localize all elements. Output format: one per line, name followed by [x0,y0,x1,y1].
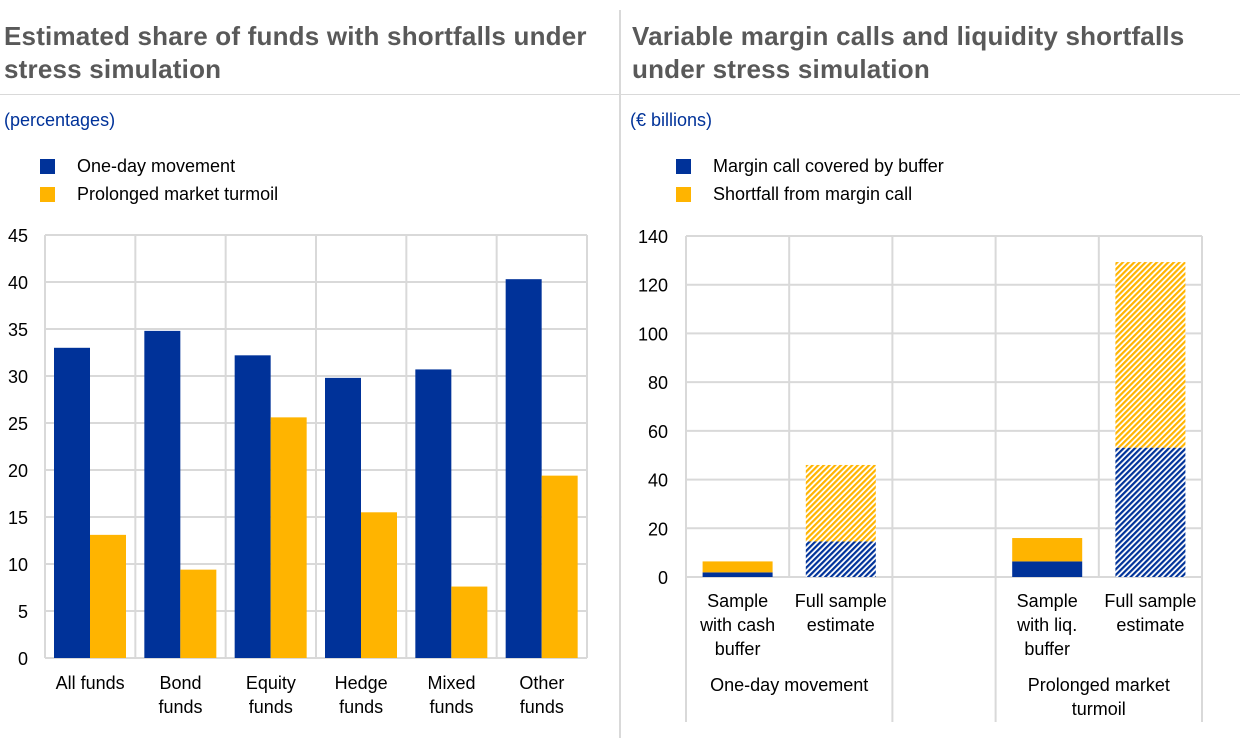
x-tick-label: buffer [1024,639,1070,659]
x-tick-label: estimate [807,615,875,635]
x-tick-label: Other [519,673,564,693]
x-tick-label: funds [429,697,473,717]
group-label: One-day movement [710,675,868,695]
x-tick-label: funds [339,697,383,717]
x-tick-label: buffer [715,639,761,659]
x-tick-label: All funds [56,673,125,693]
y-tick-label: 30 [8,367,28,387]
bar-segment-shortfall [702,561,773,573]
bar-segment-shortfall [805,464,876,542]
bar-one-day [144,330,181,658]
bar-segment-covered [1115,447,1186,577]
legend-item-margin-call-covered: Margin call covered by buffer [676,152,944,180]
bar-segment-shortfall [1012,538,1083,562]
title-divider [0,94,620,95]
y-tick-label: 20 [8,461,28,481]
y-tick-label: 80 [648,373,668,393]
y-tick-label: 10 [8,555,28,575]
chart-unit-label: (percentages) [4,110,116,130]
x-tick-label: funds [249,697,293,717]
bar-segment-shortfall [1115,262,1186,448]
bar-prolonged [541,475,578,658]
legend-swatch-yellow [40,186,55,202]
legend-label: Margin call covered by buffer [713,155,944,176]
group-label: Prolonged market [1028,675,1170,695]
x-tick-label: with cash [699,615,775,635]
x-tick-label: Full sample [1104,591,1196,611]
title-divider [620,94,1240,95]
bar-one-day [505,279,542,658]
y-tick-label: 0 [658,568,668,588]
x-tick-label: Full sample [795,591,887,611]
bar-segment-covered [1012,561,1083,577]
bar-prolonged [451,586,488,658]
x-tick-label: funds [520,697,564,717]
x-tick-label: Sample [707,591,768,611]
chart-title: Variable margin calls and liquidity shor… [632,21,1185,84]
legend-label: Shortfall from margin call [713,183,913,204]
legend-item-shortfall: Shortfall from margin call [676,180,944,208]
chart-legend: One-day movement Prolonged market turmoi… [40,152,278,208]
chart-unit-label: (€ billions) [630,110,713,130]
y-tick-label: 140 [638,227,668,247]
legend-swatch-blue [676,158,691,174]
bar-segment-covered [702,572,773,577]
bar-prolonged [270,417,307,658]
y-tick-label: 40 [8,273,28,293]
right-chart-panel: Variable margin calls and liquidity shor… [620,0,1240,742]
margin-call-stacked-bar-chart: 0 20 40 60 80 100 120 140 Sample with cash buffer F… [638,227,1203,722]
legend-item-one-day-movement: One-day movement [40,152,278,180]
y-tick-label: 100 [638,324,668,344]
y-tick-label: 120 [638,276,668,296]
bar-prolonged [180,569,217,658]
y-tick-label: 40 [648,471,668,491]
bar-one-day [415,369,452,658]
bar-prolonged [90,534,126,658]
bar-segment-covered [805,541,876,577]
fund-shortfall-bar-chart: 0 5 10 15 20 25 30 35 40 45 All funds Bond funds Equi… [8,226,588,717]
x-tick-label: Hedge [335,673,388,693]
y-tick-label: 0 [18,649,28,669]
legend-label: Prolonged market turmoil [77,183,279,204]
y-tick-label: 35 [8,320,28,340]
x-tick-label: Bond [159,673,201,693]
y-tick-label: 45 [8,226,28,246]
x-tick-label: funds [158,697,202,717]
legend-label: One-day movement [77,155,236,176]
legend-swatch-yellow [676,186,691,202]
bar-one-day [234,355,271,658]
y-tick-label: 25 [8,414,28,434]
legend-item-prolonged-market-turmoil: Prolonged market turmoil [40,180,278,208]
bar-one-day [54,347,90,658]
panel-divider [619,10,621,738]
bar-one-day [325,377,361,658]
y-tick-label: 5 [18,602,28,622]
bar-prolonged [361,512,397,658]
x-tick-label: Sample [1017,591,1078,611]
y-tick-label: 20 [648,519,668,539]
chart-legend: Margin call covered by buffer Shortfall … [676,152,944,208]
x-tick-label: estimate [1116,615,1184,635]
left-chart-panel: Estimated share of funds with shortfalls… [0,21,620,717]
legend-swatch-blue [40,158,55,174]
chart-title: Estimated share of funds with shortfalls… [4,21,587,84]
y-tick-label: 15 [8,508,28,528]
x-tick-label: with liq. [1016,615,1077,635]
y-tick-label: 60 [648,422,668,442]
group-label: turmoil [1072,699,1126,719]
x-tick-label: Equity [246,673,296,693]
x-tick-label: Mixed [427,673,475,693]
